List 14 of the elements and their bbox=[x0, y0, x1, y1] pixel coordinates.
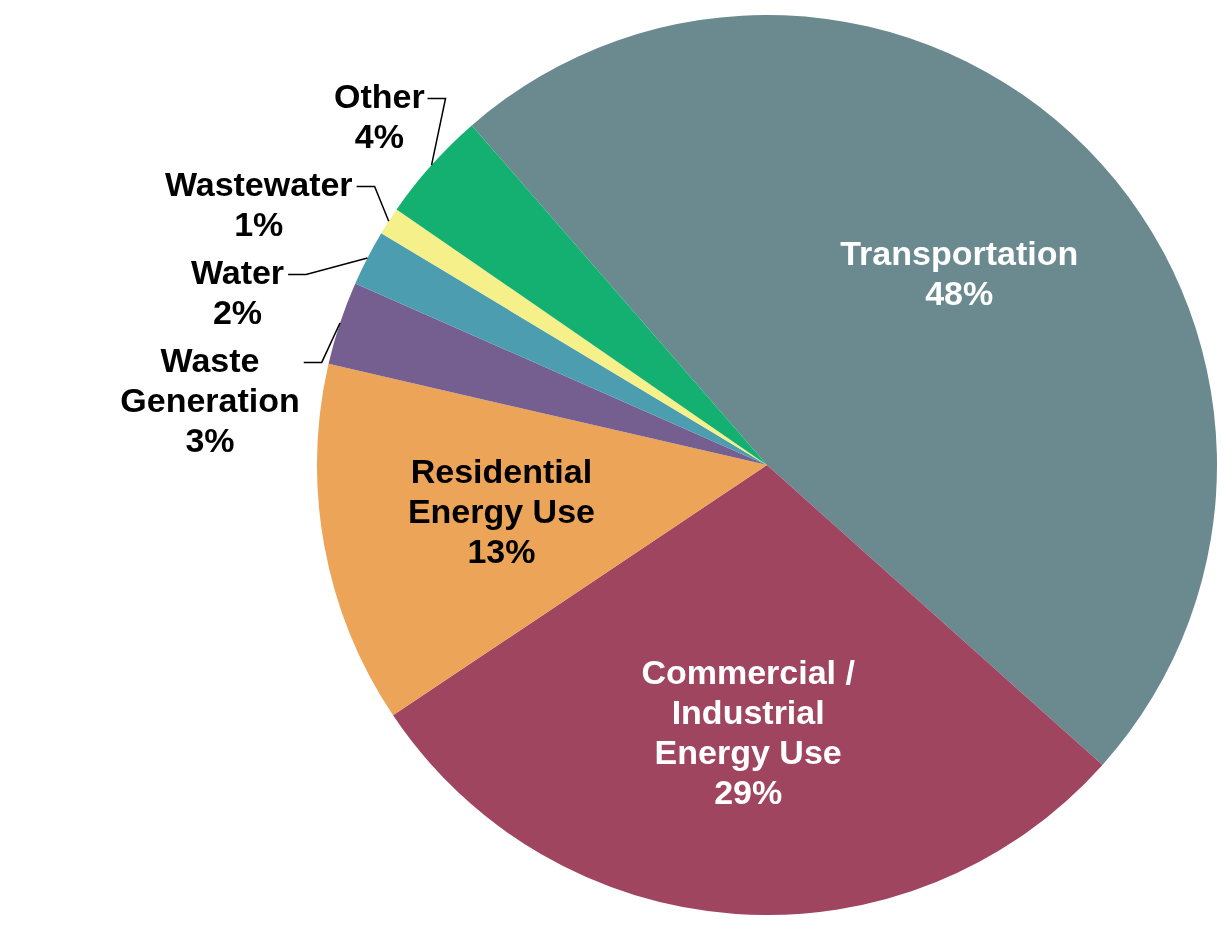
slice-label: Other bbox=[334, 76, 425, 115]
slice-label: Wastewater bbox=[164, 164, 353, 203]
data-label: 4% bbox=[354, 116, 404, 155]
data-label: 2% bbox=[212, 292, 263, 331]
slice-label: Residential Energy Use bbox=[407, 452, 595, 531]
slice-label: Transportation bbox=[840, 233, 1079, 272]
data-label: 29% bbox=[714, 772, 783, 811]
data-label: 3% bbox=[185, 420, 235, 459]
slice-label: Commercial / Industrial Energy Use bbox=[641, 652, 856, 771]
data-label: 48% bbox=[925, 273, 994, 312]
data-label: 1% bbox=[234, 204, 284, 243]
data-label: 13% bbox=[467, 532, 536, 571]
slice-label: Waste Generation bbox=[120, 340, 300, 419]
slice-label: Water bbox=[190, 252, 285, 291]
